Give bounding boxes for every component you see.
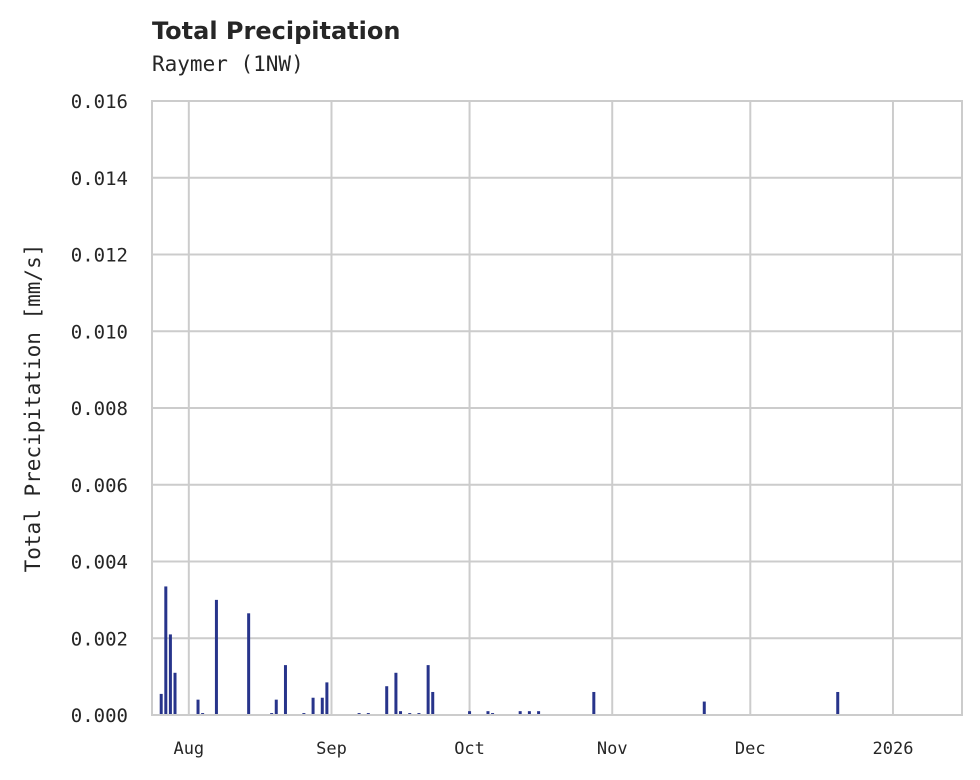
precipitation-bar	[394, 672, 398, 715]
precipitation-bar	[283, 665, 287, 715]
precipitation-bar	[168, 634, 172, 715]
precipitation-bar	[468, 711, 472, 715]
y-tick-label: 0.006	[71, 475, 128, 497]
y-tick-label: 0.004	[71, 552, 128, 574]
precipitation-bar	[518, 711, 522, 715]
precipitation-bar	[537, 711, 541, 715]
precipitation-bar	[164, 586, 168, 715]
precipitation-bar	[399, 711, 403, 715]
y-tick-label: 0.000	[71, 705, 128, 727]
y-tick-label: 0.002	[71, 628, 128, 650]
x-tick-label: Oct	[454, 739, 485, 759]
y-tick-label: 0.010	[71, 321, 128, 343]
y-tick-label: 0.008	[71, 398, 128, 420]
precipitation-bar	[320, 697, 324, 715]
precipitation-bar	[173, 672, 177, 715]
precipitation-bar	[527, 711, 531, 715]
precipitation-bar	[836, 691, 840, 715]
y-tick-label: 0.016	[71, 91, 128, 113]
precipitation-bar	[426, 665, 430, 715]
chart-subtitle: Raymer (1NW)	[152, 52, 304, 76]
precipitation-bar	[325, 682, 329, 715]
x-tick-label: Dec	[735, 739, 766, 759]
precipitation-bar	[274, 699, 278, 715]
precipitation-bar	[311, 697, 315, 715]
precipitation-bar	[431, 691, 435, 715]
plot-frame	[151, 100, 963, 716]
precipitation-bars	[159, 586, 840, 715]
grid-lines	[152, 100, 962, 716]
precipitation-bar	[247, 613, 251, 715]
precipitation-bar	[486, 711, 490, 715]
x-tick-label: Nov	[597, 739, 628, 759]
x-axis-ticks: Aug Sep Oct Nov Dec 2026	[173, 739, 913, 759]
y-tick-label: 0.014	[71, 168, 128, 190]
y-tick-label: 0.012	[71, 245, 128, 267]
precipitation-bar	[385, 686, 389, 715]
precipitation-bar	[159, 693, 163, 715]
precipitation-bar	[702, 701, 706, 715]
x-tick-label: Sep	[316, 739, 347, 759]
chart-title: Total Precipitation	[152, 17, 401, 45]
precipitation-bar	[196, 699, 200, 715]
y-axis-ticks: 0.000 0.002 0.004 0.006 0.008 0.010 0.012 0.014…	[71, 91, 128, 727]
x-tick-label: 2026	[872, 739, 913, 759]
precipitation-bar	[214, 599, 218, 715]
x-tick-label: Aug	[173, 739, 204, 759]
precipitation-bar	[592, 691, 596, 715]
